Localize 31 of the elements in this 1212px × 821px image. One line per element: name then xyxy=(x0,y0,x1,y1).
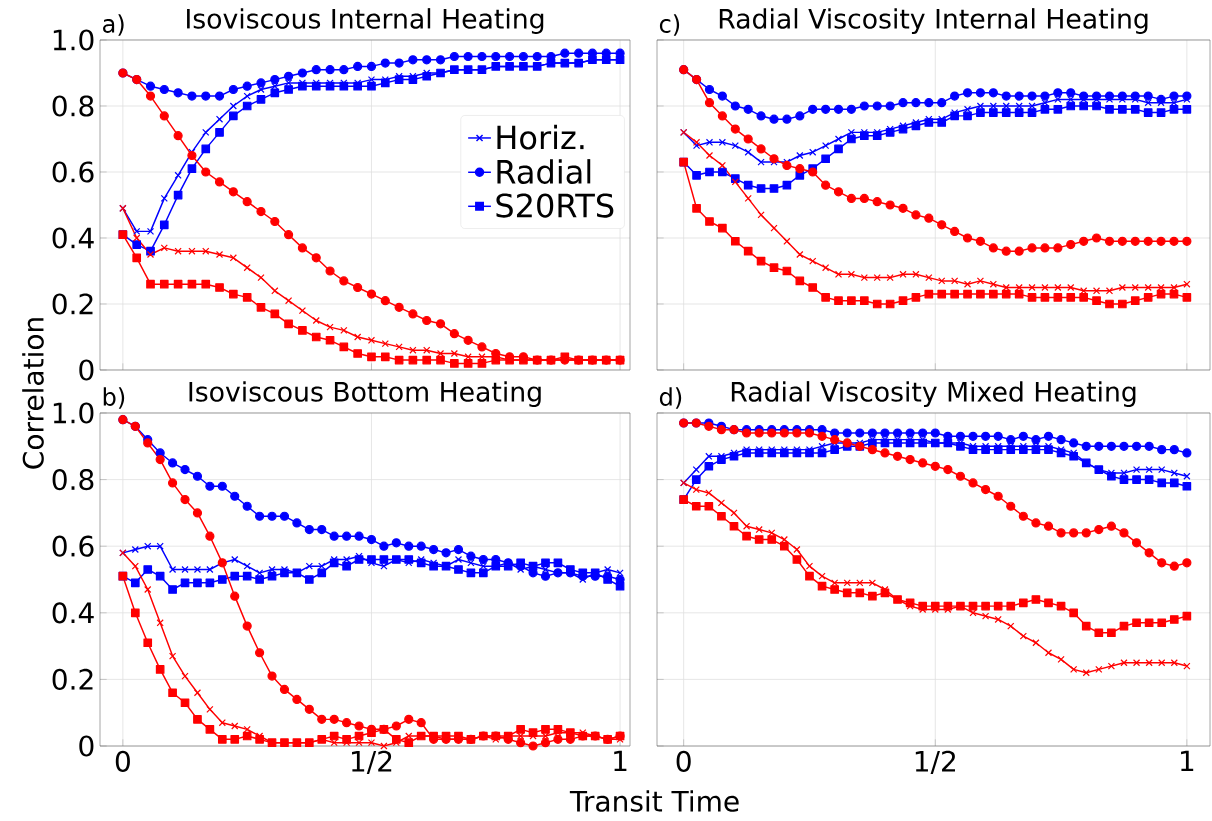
y-tick-label: 0.4 xyxy=(52,227,94,249)
legend-label: S20RTS xyxy=(496,193,614,218)
y-tick-label: 0 xyxy=(79,359,94,381)
text: c) xyxy=(659,14,680,36)
x-tick-label: 1 xyxy=(614,750,627,772)
chart-title: Isoviscous Internal Heating xyxy=(187,8,544,34)
text: a) xyxy=(103,14,124,36)
y-tick-label: 0 xyxy=(79,735,94,757)
x-tick-label: 1/2 xyxy=(352,750,392,775)
chart-title: Radial Viscosity Internal Heating xyxy=(719,8,1148,34)
y-tick-label: 0.8 xyxy=(52,95,94,117)
y-tick-label: 0.4 xyxy=(52,602,94,624)
y-tick-label: 0.2 xyxy=(52,668,93,690)
text: b) xyxy=(103,387,125,409)
y-tick-label: 0.2 xyxy=(52,293,93,315)
x-tick-label: 0 xyxy=(676,750,691,772)
y-tick-label: 0.6 xyxy=(52,535,94,557)
chart-title: Isoviscous Bottom Heating xyxy=(189,381,541,407)
chart-title: Radial Viscosity Mixed Heating xyxy=(731,381,1136,407)
x-tick-label: 0 xyxy=(115,750,130,772)
x-tick-label: 1 xyxy=(1181,750,1194,772)
legend-label: Radial xyxy=(497,159,591,184)
y-tick-label: 0.6 xyxy=(52,161,94,183)
x-axis-title: Transit Time xyxy=(569,790,739,812)
y-tick-label: 1.0 xyxy=(53,402,94,424)
y-tick-label: 1.0 xyxy=(53,29,94,51)
text: d) xyxy=(659,387,682,409)
y-axis-title: Correlation xyxy=(22,318,44,469)
x-tick-label: 1/2 xyxy=(915,750,955,775)
legend-label: Horiz. xyxy=(497,124,584,150)
y-tick-label: 0.8 xyxy=(52,469,94,491)
